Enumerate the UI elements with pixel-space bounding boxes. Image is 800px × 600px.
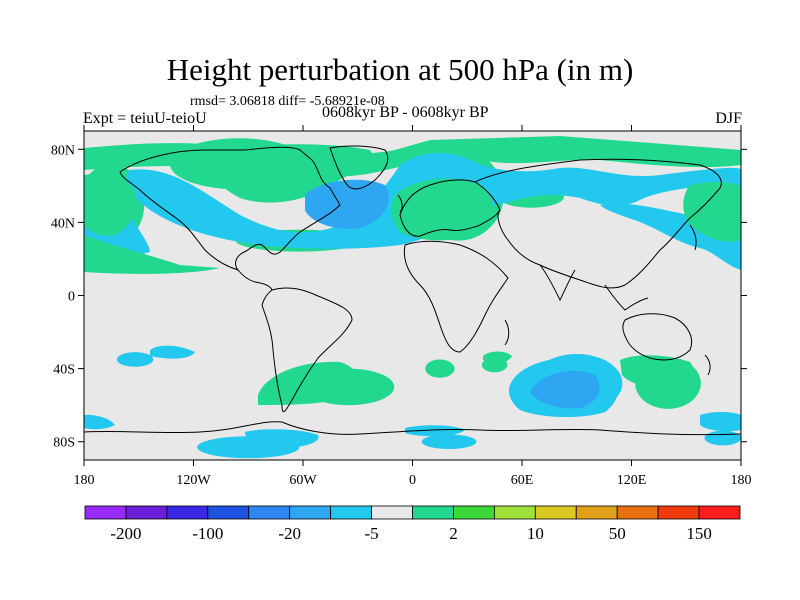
antarctic-negative-mid [405,425,465,437]
colorbar-box-11 [534,505,577,520]
colorbar-box-4 [248,505,291,520]
antarctic-negative-west [245,429,319,448]
colorbar-label-3: -5 [364,524,378,543]
colorbar-box-8 [412,505,454,520]
lon-tick-label-2: 60W [289,473,317,488]
coast-australia [622,313,693,361]
colorbar-box-14 [657,505,700,520]
lon-tick-label-5: 120E [617,473,647,488]
north-america-positive-area [200,144,372,203]
colorbar-box-7 [371,505,413,520]
north-atlantic-core-negative [305,179,389,229]
experiment-label: Expt = teiuU-teioU [83,110,207,127]
lon-tick-label-6: 180 [731,473,752,488]
southern-indian-core [530,370,600,409]
antarctic-negative-pacific [84,414,115,430]
anomaly-feature-18 [421,434,477,450]
lon-tick-label-4: 60E [511,473,534,488]
colorbar-box-1 [125,505,168,520]
coast-madagascar [504,319,510,346]
season-label: DJF [715,110,742,127]
australia-south-positive [620,355,695,390]
colorbar-box-3 [207,505,250,520]
coast-greenland [329,145,389,190]
colorbar-label-5: 10 [527,524,544,543]
colorbar-box-10 [493,505,536,520]
colorbar-label-0: -200 [110,524,141,543]
coastlines [83,145,742,436]
colorbar-label-1: -100 [192,524,223,543]
colorbar-box-5 [289,505,332,520]
coast-africa [403,240,509,353]
south-atlantic-positive [258,361,359,405]
west-pacific-positive [84,173,137,236]
latitude-ticks: 80N 40N 0 40S 80S [51,143,747,451]
south-pacific-small-negative [150,345,195,359]
lat-tick-label-1: 40N [51,216,75,231]
europe-positive-area [391,178,494,241]
map-plot-area [83,130,742,461]
colorbar-box-15 [698,505,741,520]
coast-south-america [261,287,353,413]
colorbar-box-6 [330,505,372,520]
lat-tick-label-0: 80N [51,143,75,158]
coast-india [539,264,576,302]
coast-antarctica [83,421,742,436]
colorbar-box-13 [616,505,659,520]
plot-title: Height perturbation at 500 hPa (in m) [166,52,634,87]
pacific-green-tongue [84,235,220,274]
antarctic-negative-east [700,411,741,432]
colorbar: -200 -100 -20 -5 2 10 50 150 [84,505,741,543]
coast-southeast-asia [604,284,649,311]
anomaly-feature-19 [704,430,741,446]
lon-tick-label-0: 180 [74,473,95,488]
colorbar-label-2: -20 [278,524,301,543]
south-atlantic-small-positive [483,351,512,364]
period-label: 0608kyr BP - 0608kyr BP [322,104,489,121]
rmsd-diff-label: rmsd= 3.06818 diff= -5.68921e-08 [190,94,385,109]
coast-asia [474,158,722,289]
colorbar-label-4: 2 [449,524,458,543]
coast-north-america [119,146,341,271]
north-pacific-positive-east [683,182,741,242]
colorbar-box-2 [166,505,209,520]
colorbar-label-6: 50 [609,524,626,543]
coast-japan [689,224,697,251]
lat-tick-label-3: 40S [53,363,75,378]
colorbar-box-12 [575,505,618,520]
coast-new-zealand [704,354,711,376]
colorbar-box-0 [84,505,127,520]
colorbar-box-9 [453,505,495,520]
lat-tick-label-2: 0 [68,290,75,305]
anomaly-feature-10 [116,352,154,367]
lon-tick-label-1: 120W [176,473,211,488]
coast-central-america [237,269,273,291]
anomaly-feature-12 [425,359,455,378]
coast-uk [397,194,403,213]
colorbar-label-7: 150 [686,524,712,543]
lon-tick-label-3: 0 [409,473,416,488]
longitude-ticks: 180 120W 60W 0 60E 120E 180 [74,125,752,488]
lat-tick-label-4: 80S [53,436,75,451]
coast-europe [399,179,501,237]
